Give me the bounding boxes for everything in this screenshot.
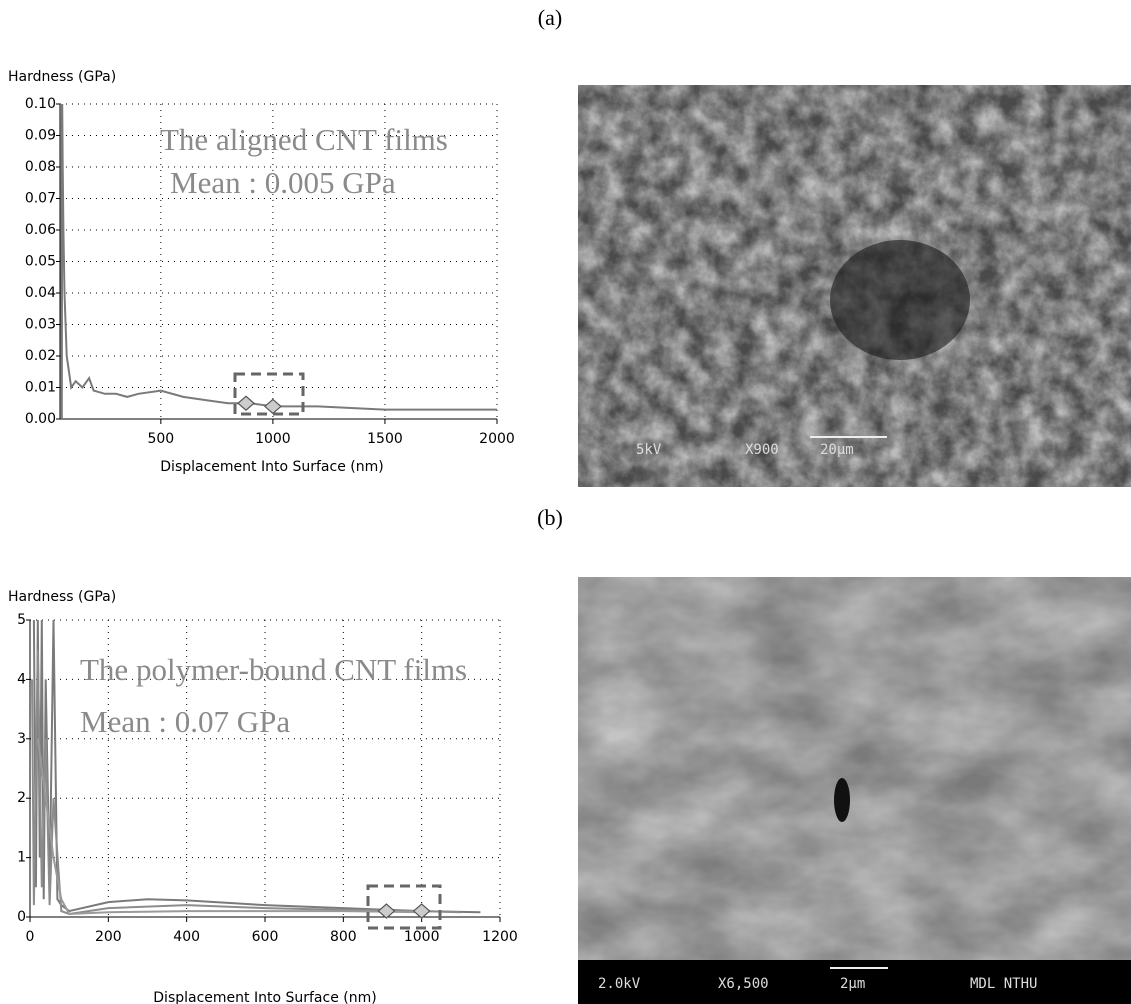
- annotation: Mean : 0.005 GPa: [170, 165, 396, 200]
- image-texture: [578, 577, 1131, 960]
- y-tick-label: 0.00: [25, 411, 56, 427]
- image-caption: 2μm: [840, 976, 865, 992]
- x-tick-label: 2000: [479, 431, 515, 447]
- indent: [830, 240, 970, 360]
- x-tick-label: 0: [26, 929, 35, 945]
- image-caption: X6,500: [718, 976, 769, 992]
- y-tick-label: 0.08: [25, 159, 56, 175]
- x-tick-label: 500: [147, 431, 174, 447]
- charts: 0.00 0.01 0.02 0.03 0.04 0.05 0.06 0.07 0.08 0.09…: [8, 69, 518, 1004]
- marker: [378, 904, 394, 918]
- marker: [414, 904, 430, 918]
- marker: [238, 396, 254, 410]
- image-caption: 2.0kV: [598, 976, 641, 992]
- y-tick-label: 0.02: [25, 348, 56, 364]
- sem-image: 2.0kV X6,500 2μm MDL NTHU: [578, 577, 1131, 1004]
- image-caption: 20μm: [820, 442, 854, 458]
- y-tick-label: 5: [17, 612, 26, 628]
- figure: (a) (b) 5kV X900 20μm 2.0kV X6,500 2μm M…: [0, 0, 1131, 1004]
- image-caption: X900: [745, 442, 779, 458]
- y-axis-label: Hardness (GPa): [8, 589, 116, 605]
- data-line: [38, 739, 422, 914]
- x-tick-label: 600: [252, 929, 279, 945]
- annotation: The aligned CNT films: [160, 122, 448, 157]
- y-tick-label: 0.07: [25, 191, 56, 207]
- highlight-box: [368, 886, 440, 928]
- x-tick-label: 1000: [404, 929, 440, 945]
- y-tick-label: 0.10: [25, 96, 56, 112]
- y-tick-label: 3: [17, 731, 26, 747]
- image-caption: MDL NTHU: [970, 976, 1037, 992]
- x-axis-label: Displacement Into Surface (nm): [160, 459, 383, 475]
- panel-label: (b): [537, 505, 563, 530]
- x-tick-label: 200: [95, 929, 122, 945]
- panel-label: (a): [538, 5, 562, 30]
- data-line: [32, 650, 461, 914]
- y-tick-label: 0.06: [25, 222, 56, 238]
- y-tick-label: 0.09: [25, 128, 56, 144]
- sem-image: 5kV X900 20μm: [578, 85, 1131, 487]
- y-tick-label: 0.03: [25, 317, 56, 333]
- marker: [265, 399, 281, 413]
- x-tick-label: 1000: [255, 431, 291, 447]
- x-tick-label: 800: [330, 929, 357, 945]
- x-tick-label: 1500: [367, 431, 403, 447]
- y-tick-label: 0.05: [25, 254, 56, 270]
- image-caption: 5kV: [636, 442, 662, 458]
- annotation: Mean : 0.07 GPa: [80, 704, 290, 739]
- annotation: The polymer-bound CNT films: [80, 652, 467, 687]
- x-tick-label: 1200: [482, 929, 518, 945]
- y-tick-label: 0: [17, 909, 26, 925]
- y-tick-label: 1: [17, 850, 26, 866]
- x-tick-label: 400: [173, 929, 200, 945]
- y-tick-label: 2: [17, 790, 26, 806]
- x-axis-label: Displacement Into Surface (nm): [153, 990, 376, 1004]
- y-tick-label: 4: [17, 671, 26, 687]
- y-tick-label: 0.04: [25, 285, 56, 301]
- indent: [834, 778, 850, 822]
- y-axis-label: Hardness (GPa): [8, 69, 116, 85]
- y-tick-label: 0.01: [25, 380, 56, 396]
